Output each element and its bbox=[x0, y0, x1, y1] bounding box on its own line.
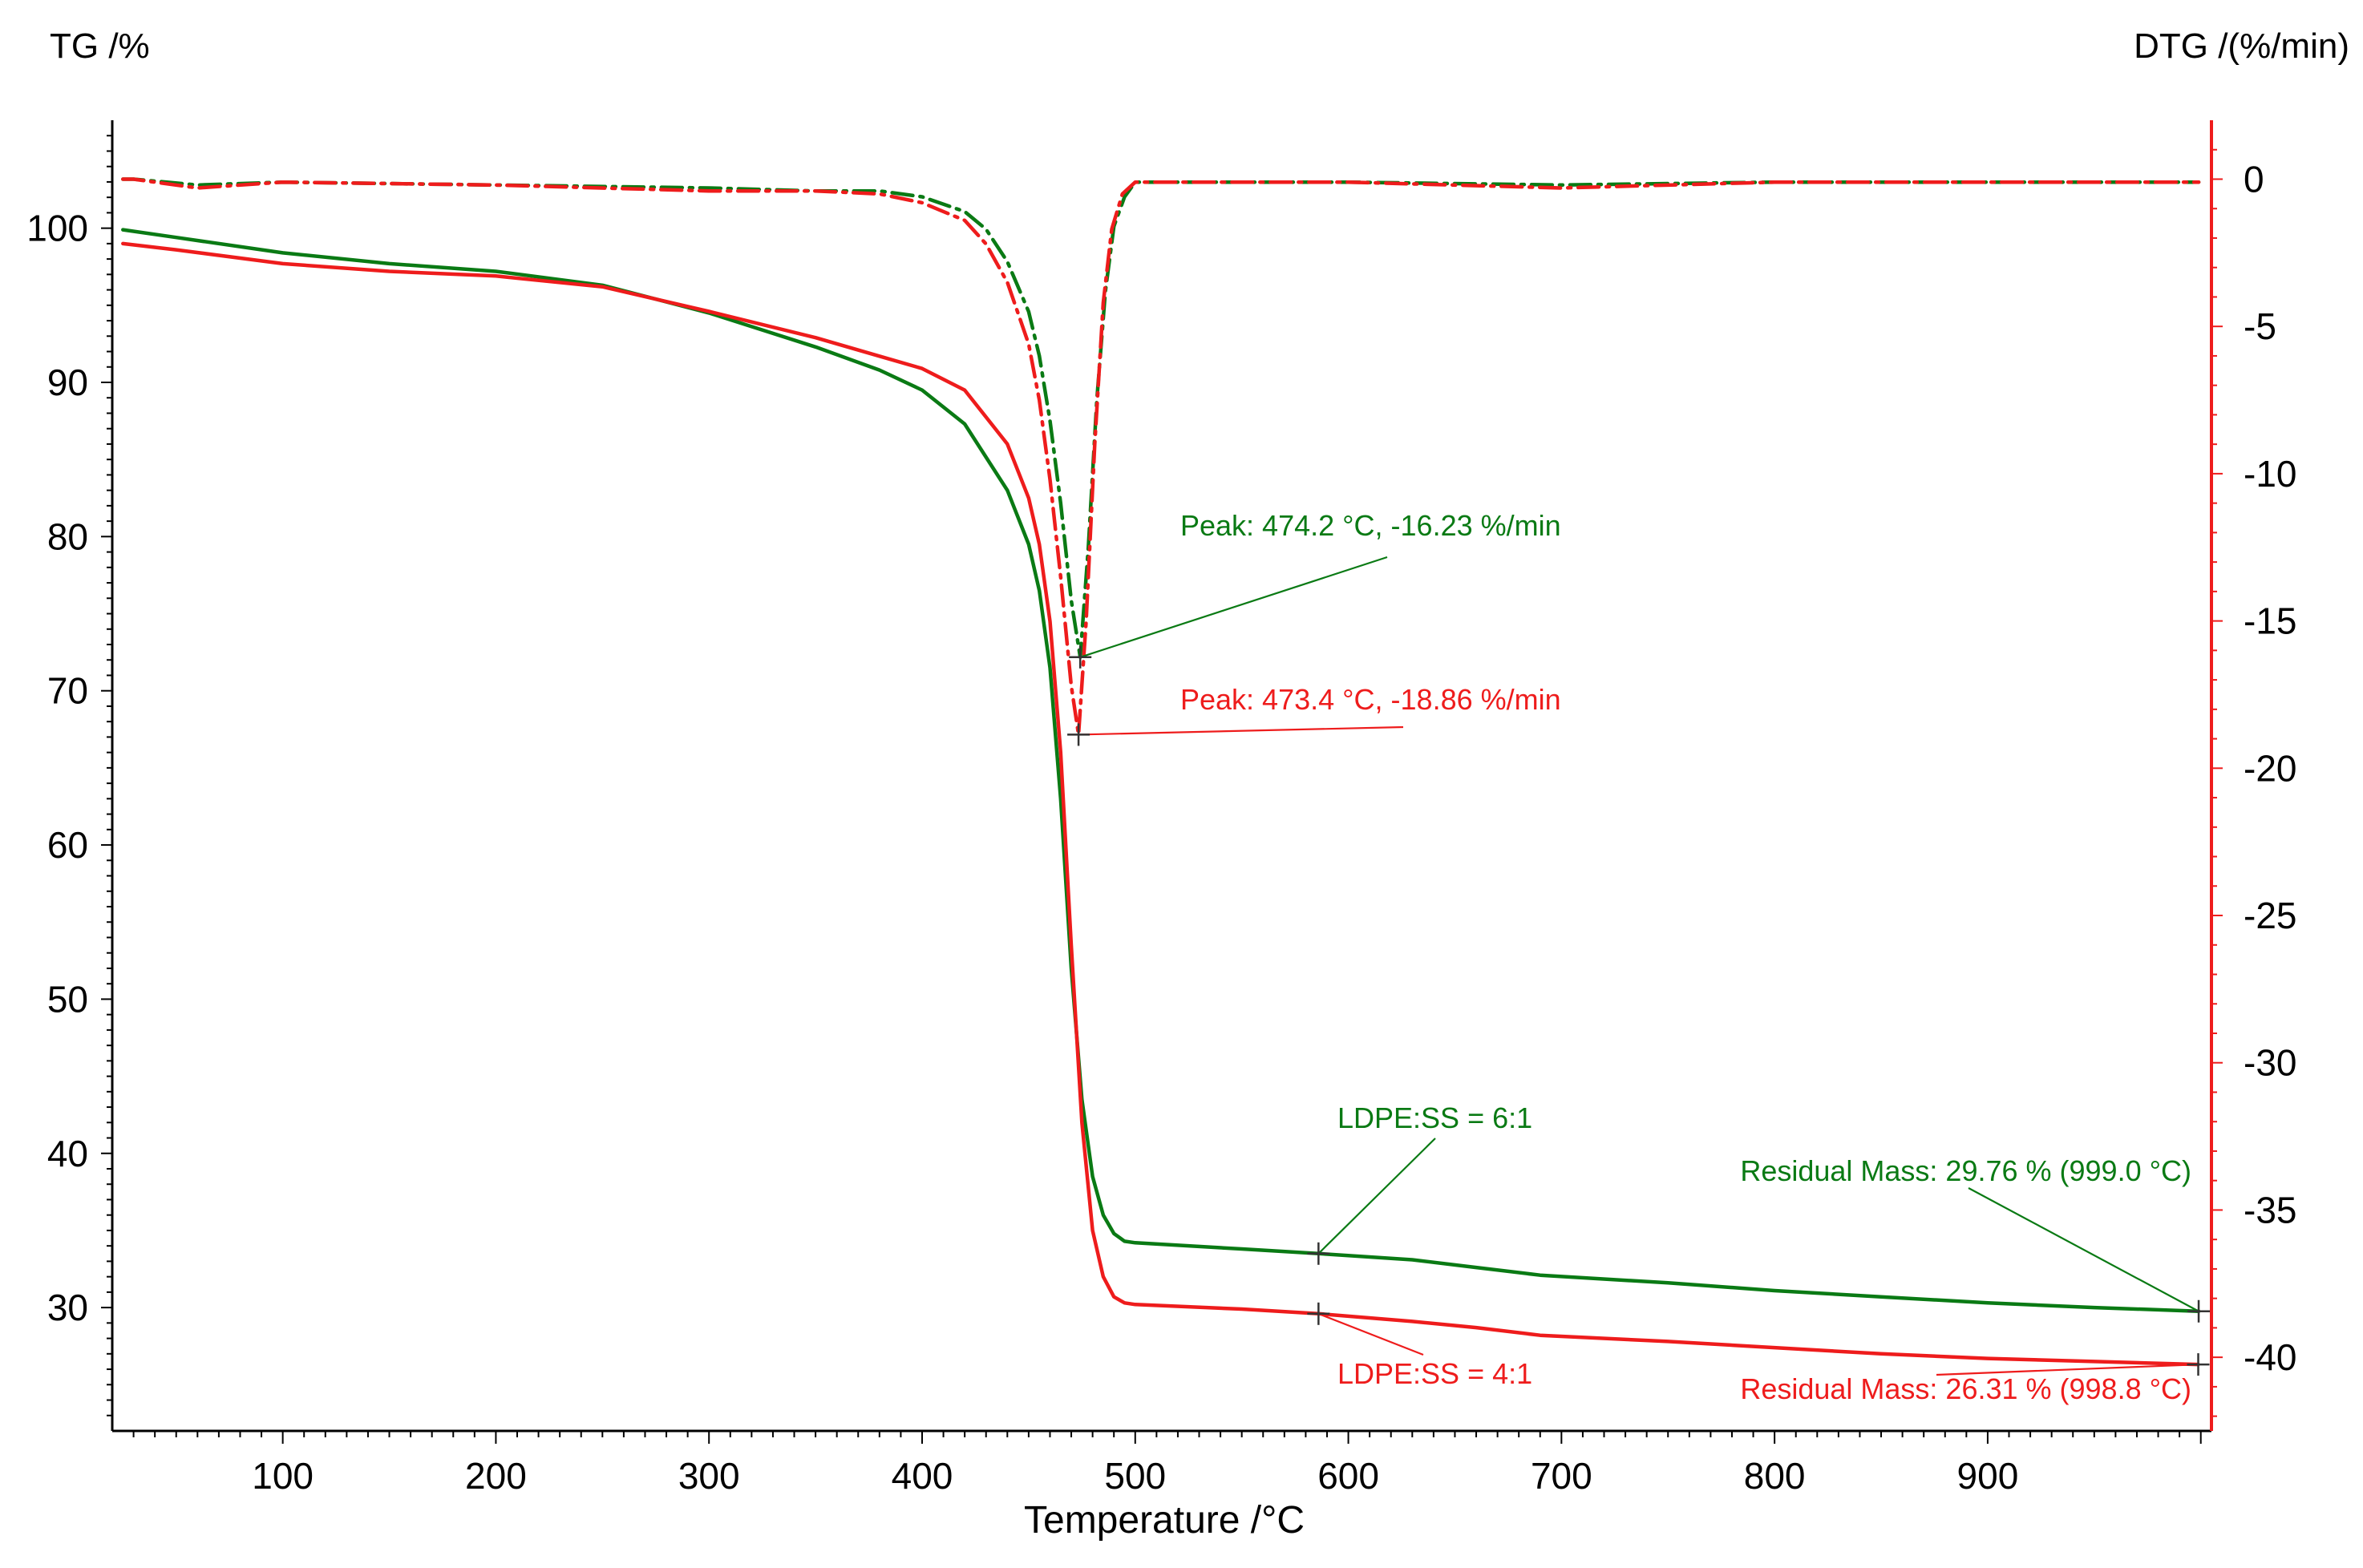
label-red-leader-line bbox=[1317, 1312, 1424, 1356]
y-right-tick-label: -30 bbox=[2244, 1042, 2296, 1084]
peak-red-label: Peak: 473.4 °C, -18.86 %/min bbox=[1180, 683, 1561, 716]
x-tick-label: 900 bbox=[1957, 1455, 2019, 1497]
x-tick-label: 200 bbox=[465, 1455, 527, 1497]
x-tick-label: 500 bbox=[1104, 1455, 1166, 1497]
residual-green-leader-line bbox=[1968, 1187, 2199, 1312]
y-left-tick-label: 80 bbox=[47, 515, 88, 557]
x-tick-label: 700 bbox=[1531, 1455, 1592, 1497]
y-right-tick-label: -35 bbox=[2244, 1189, 2296, 1231]
y-right-tick-label: -10 bbox=[2244, 453, 2296, 495]
y-left-tick-label: 50 bbox=[47, 978, 88, 1020]
peak-green-leader-line bbox=[1079, 556, 1388, 658]
tg-red-series-line bbox=[121, 241, 2200, 1367]
residual-red-label: Residual Mass: 26.31 % (998.8 °C) bbox=[1740, 1372, 2191, 1405]
label-red-label: LDPE:SS = 4:1 bbox=[1337, 1357, 1532, 1390]
residual-green-label: Residual Mass: 29.76 % (999.0 °C) bbox=[1740, 1154, 2191, 1187]
y-axis-left-label: TG /% bbox=[50, 26, 150, 66]
dtg-red-series-line bbox=[121, 177, 2201, 737]
y-right-tick-label: -25 bbox=[2244, 895, 2296, 936]
y-right-tick-label: -40 bbox=[2244, 1336, 2296, 1378]
y-right-tick-label: -15 bbox=[2244, 600, 2296, 642]
peak-green-label: Peak: 474.2 °C, -16.23 %/min bbox=[1180, 509, 1561, 542]
y-left-tick-label: 30 bbox=[47, 1287, 88, 1328]
y-right-tick-label: -5 bbox=[2244, 305, 2276, 347]
y-left-tick-label: 70 bbox=[47, 670, 88, 712]
y-left-tick-label: 60 bbox=[47, 824, 88, 866]
x-tick-label: 100 bbox=[252, 1455, 314, 1497]
peak-red-leader-line bbox=[1078, 725, 1404, 736]
x-tick-label: 400 bbox=[892, 1455, 953, 1497]
x-axis-label: Temperature /°C bbox=[1024, 1499, 1305, 1542]
label-green-label: LDPE:SS = 6:1 bbox=[1337, 1101, 1532, 1134]
x-tick-label: 300 bbox=[678, 1455, 740, 1497]
y-axis-right-label: DTG /(%/min) bbox=[2134, 26, 2349, 66]
y-right-tick-label: 0 bbox=[2244, 158, 2264, 200]
y-left-tick-label: 100 bbox=[26, 208, 88, 249]
x-tick-label: 600 bbox=[1317, 1455, 1379, 1497]
y-left-tick-label: 40 bbox=[47, 1133, 88, 1174]
label-green-leader-line bbox=[1317, 1138, 1436, 1255]
residual-red-leader-line bbox=[1936, 1363, 2199, 1376]
y-left-tick-label: 90 bbox=[47, 362, 88, 403]
y-right-tick-label: -20 bbox=[2244, 747, 2296, 789]
x-tick-label: 800 bbox=[1744, 1455, 1806, 1497]
